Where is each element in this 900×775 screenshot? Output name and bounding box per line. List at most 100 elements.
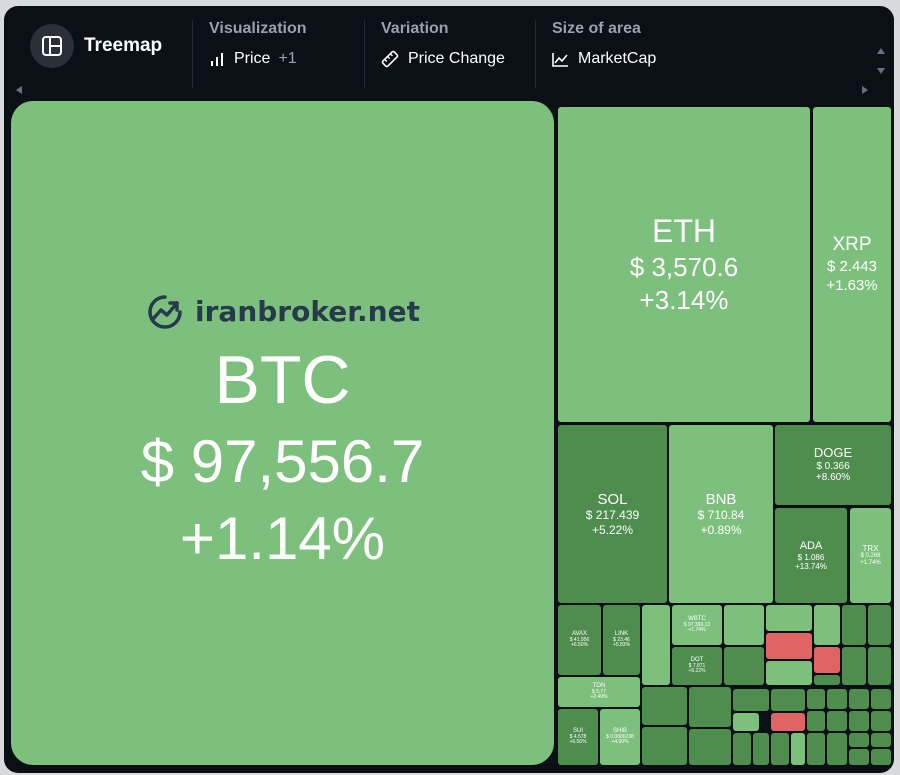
visualization-select[interactable]: Price +1 (209, 50, 307, 68)
tile-price: $ 0.268 (860, 553, 881, 560)
divider (192, 20, 193, 88)
tile-small[interactable] (791, 733, 805, 765)
tile-small[interactable] (827, 733, 847, 765)
tile-symbol: XRP (832, 234, 872, 256)
tile-change: +1.63% (826, 277, 878, 295)
tile-small[interactable] (771, 689, 805, 711)
tile-small[interactable] (871, 733, 891, 747)
tile-link[interactable]: LINK $ 23.46 +5.83% (603, 605, 640, 675)
tile-eth[interactable]: ETH $ 3,570.6 +3.14% (558, 107, 810, 422)
tile-price: $ 217.439 (585, 507, 640, 522)
visualization-value: Price (234, 50, 271, 67)
tile-small[interactable] (849, 733, 869, 747)
area-chart-icon (552, 52, 568, 67)
tile-small[interactable] (733, 689, 769, 711)
tile-small[interactable] (842, 605, 866, 645)
tile-change: +2.49% (590, 694, 608, 701)
tile-sol[interactable]: SOL $ 217.439 +5.22% (558, 425, 667, 603)
tile-small[interactable] (807, 689, 825, 709)
divider (535, 20, 536, 88)
tile-small[interactable] (871, 749, 891, 765)
variation-select[interactable]: Price Change (381, 50, 505, 68)
tile-sui[interactable]: SUI $ 4.578 +6.56% (558, 709, 598, 765)
tile-price: $ 97,556.7 (140, 428, 425, 496)
visualization-label: Visualization (209, 20, 307, 37)
tile-price: $ 2.443 (826, 258, 878, 276)
tile-small[interactable] (642, 687, 687, 725)
tile-small[interactable] (807, 711, 825, 731)
tile-price: $ 23.46 (613, 636, 630, 643)
tile-trx[interactable]: TRX $ 0.268 +1.74% (850, 508, 891, 603)
tile-small[interactable] (814, 647, 840, 673)
tile-small[interactable] (814, 605, 840, 645)
tile-small[interactable] (771, 733, 789, 765)
treemap-icon[interactable] (30, 24, 74, 68)
tile-small[interactable] (689, 687, 731, 727)
tile-avax[interactable]: AVAX $ 41.956 +6.50% (558, 605, 601, 675)
tile-change: +8.60% (815, 472, 851, 484)
variation-group[interactable]: Variation Price Change (381, 20, 505, 68)
tile-price: $ 5.77 (592, 688, 606, 695)
scroll-left-icon[interactable] (16, 86, 22, 94)
tile-change: +1.74% (688, 627, 706, 634)
visualization-group[interactable]: Visualization Price +1 (209, 20, 307, 68)
scroll-up-icon[interactable] (877, 48, 885, 54)
tile-symbol: WBTC (688, 615, 706, 622)
tile-btc[interactable]: iranbroker.net BTC $ 97,556.7 +1.14% (11, 101, 554, 765)
tile-symbol: ADA (799, 539, 823, 552)
tile-small[interactable] (733, 713, 759, 731)
bar-chart-icon (211, 53, 223, 66)
tile-price: $ 4.578 (569, 733, 587, 740)
tile-small[interactable] (689, 729, 731, 765)
tile-symbol: TON (592, 682, 606, 689)
tile-small[interactable] (733, 733, 751, 765)
treemap-brand[interactable]: Treemap (30, 23, 162, 69)
tile-symbol: LINK (614, 630, 629, 637)
tile-change: +6.50% (570, 642, 589, 649)
tile-small[interactable] (766, 661, 812, 685)
tile-small[interactable] (753, 733, 769, 765)
tile-small[interactable] (642, 727, 687, 765)
tile-small[interactable] (766, 633, 812, 659)
tile-shib[interactable]: SHIB $ 0.0000238 +4.00% (600, 709, 640, 765)
tile-small[interactable] (842, 647, 866, 685)
tile-ada[interactable]: ADA $ 1.086 +13.74% (775, 508, 847, 603)
tile-price: $ 710.84 (697, 507, 745, 522)
tile-small[interactable] (724, 647, 764, 685)
tile-bnb[interactable]: BNB $ 710.84 +0.89% (669, 425, 773, 603)
watermark-text: iranbroker.net (195, 294, 420, 328)
tile-change: +0.89% (700, 522, 742, 537)
tile-small[interactable] (871, 689, 891, 709)
ruler-icon (381, 50, 399, 68)
tile-symbol: SUI (572, 727, 583, 734)
size-select[interactable]: MarketCap (552, 50, 656, 68)
tile-price: $ 1.086 (797, 552, 825, 562)
tile-small[interactable] (849, 749, 869, 765)
tile-change: +5.83% (612, 642, 631, 649)
tile-small[interactable] (724, 605, 764, 645)
tile-small[interactable] (642, 605, 670, 685)
size-value: MarketCap (578, 50, 657, 67)
tile-small[interactable] (871, 711, 891, 731)
scroll-right-icon[interactable] (862, 86, 868, 94)
tile-small[interactable] (868, 605, 891, 645)
tile-small[interactable] (814, 675, 840, 685)
size-group[interactable]: Size of area MarketCap (552, 20, 656, 68)
watermark-logo: iranbroker.net (145, 293, 420, 331)
scroll-down-icon[interactable] (877, 68, 885, 74)
tile-small[interactable] (849, 689, 869, 709)
tile-dot[interactable]: DOT $ 7.871 +6.22% (672, 647, 722, 685)
tile-doge[interactable]: DOGE $ 0.366 +8.60% (775, 425, 891, 505)
tile-small[interactable] (807, 733, 825, 765)
growth-chart-icon (148, 295, 182, 329)
tile-small[interactable] (868, 647, 891, 685)
tile-price: $ 0.366 (816, 460, 850, 472)
tile-small[interactable] (849, 711, 869, 731)
tile-small[interactable] (771, 713, 805, 731)
tile-xrp[interactable]: XRP $ 2.443 +1.63% (813, 107, 891, 422)
tile-small[interactable] (766, 605, 812, 631)
tile-wbtc[interactable]: WBTC $ 97,390.13 +1.74% (672, 605, 722, 645)
tile-small[interactable] (827, 689, 847, 709)
tile-ton[interactable]: TON $ 5.77 +2.49% (558, 677, 640, 707)
tile-small[interactable] (827, 711, 847, 731)
